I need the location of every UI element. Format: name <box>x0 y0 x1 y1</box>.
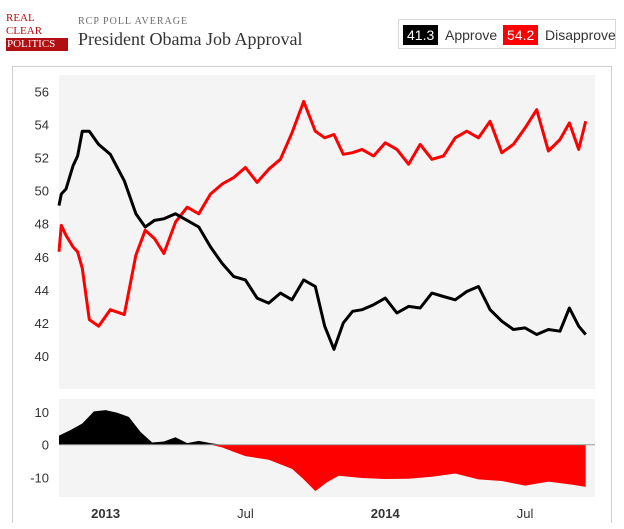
approve-legend-label: Approve <box>445 27 498 43</box>
header: REAL CLEAR POLITICS RCP POLL AVERAGE Pre… <box>0 0 624 64</box>
logo-word: CLEAR <box>6 25 43 37</box>
y-tick-label: 40 <box>35 349 49 364</box>
legend-box: 41.3 Approve 54.2 Disapprove <box>398 19 616 49</box>
y-tick-label: 44 <box>35 283 49 298</box>
diff-y-tick-label: 0 <box>42 438 49 453</box>
chart-frame: 40 42 44 46 48 50 52 54 56 10 0 -10 2013 Jul 2014 Jul <box>12 66 612 523</box>
diff-y-tick-label: -10 <box>30 470 49 485</box>
disapprove-value-badge: 54.2 <box>503 25 539 45</box>
rcp-logo[interactable]: REAL CLEAR POLITICS <box>6 12 68 56</box>
y-tick-label: 54 <box>35 118 49 133</box>
x-tick-label: 2013 <box>91 506 120 521</box>
y-tick-label: 46 <box>35 250 49 265</box>
kicker-text: RCP POLL AVERAGE <box>78 16 189 27</box>
y-tick-label: 48 <box>35 217 49 232</box>
approve-margin-area <box>59 410 586 445</box>
logo-word: REAL <box>6 12 35 24</box>
x-tick-label: Jul <box>517 506 534 521</box>
chart-svg[interactable]: 40 42 44 46 48 50 52 54 56 10 0 -10 2013 Jul 2014 Jul <box>13 67 611 524</box>
x-tick-label: 2014 <box>371 506 401 521</box>
x-tick-label: Jul <box>237 506 254 521</box>
logo-word: POLITICS <box>6 38 68 51</box>
disapprove-legend-label: Disapprove <box>545 27 616 43</box>
y-tick-label: 50 <box>35 184 49 199</box>
y-tick-label: 52 <box>35 151 49 166</box>
approve-series-line <box>57 129 587 351</box>
main-plot-area <box>59 75 595 389</box>
y-tick-label: 56 <box>35 85 49 100</box>
approve-value-badge: 41.3 <box>403 25 439 45</box>
page-title: President Obama Job Approval <box>78 29 303 49</box>
diff-y-tick-label: 10 <box>35 405 49 420</box>
disapprove-series-line <box>57 99 588 328</box>
y-tick-label: 42 <box>35 316 49 331</box>
disapprove-margin-area <box>59 444 586 492</box>
